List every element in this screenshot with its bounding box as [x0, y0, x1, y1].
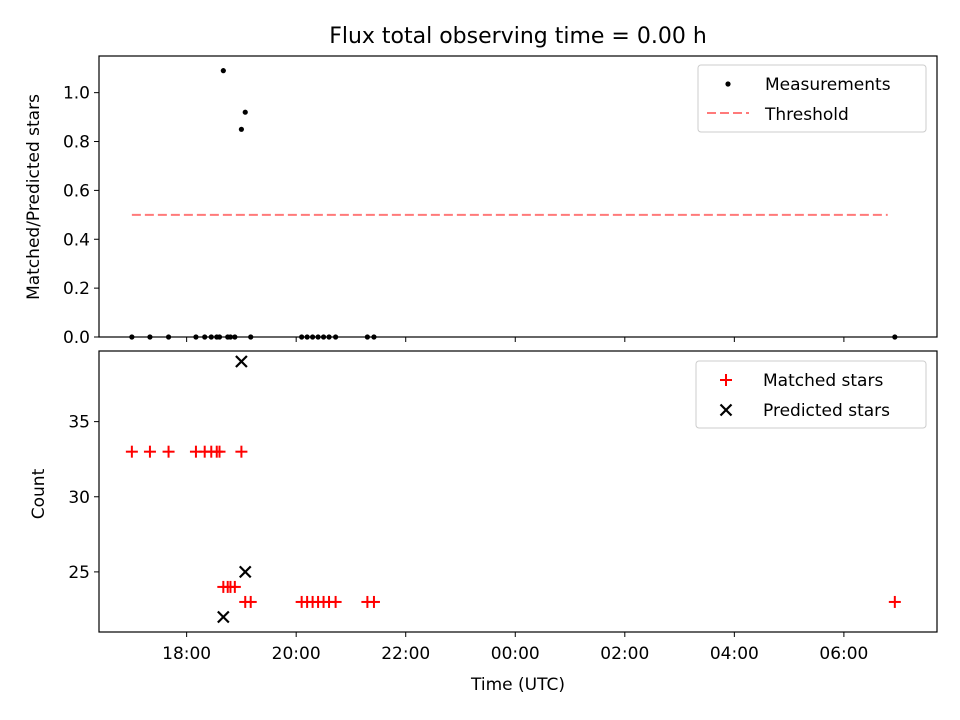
bottom-axes-frame [98, 350, 938, 633]
chart-title: Flux total observing time = 0.00 h [329, 24, 707, 49]
matched-star-point [235, 445, 248, 458]
bottom-panel: 25 30 35 18:00 20:00 22:00 00:00 02:00 04:00 06:… [29, 350, 938, 695]
top-y-tick-label: 0.6 [63, 181, 90, 201]
x-tick-label: 20:00 [272, 644, 321, 664]
matched-star-point [213, 445, 226, 458]
legend-predicted-marker [719, 403, 733, 417]
top-y-tick-label: 0.4 [63, 230, 90, 250]
matched-star-point [125, 445, 138, 458]
bottom-y-ticks: 25 30 35 [68, 413, 99, 583]
top-y-tick-label: 0.8 [63, 133, 90, 153]
x-tick-label: 04:00 [710, 644, 759, 664]
x-axis-label: Time (UTC) [470, 675, 565, 695]
matched-star-point [162, 445, 175, 458]
bottom-legend: Matched stars Predicted stars [695, 360, 927, 429]
top-y-ticks: 0.0 0.2 0.4 0.6 0.8 1.0 [63, 84, 99, 348]
x-tick-label: 18:00 [162, 644, 211, 664]
predicted-star-point [238, 565, 252, 579]
legend-predicted-label: Predicted stars [763, 401, 890, 421]
matched-star-point [367, 595, 380, 608]
predicted-star-point [217, 610, 230, 624]
bottom-y-axis-label: Count [29, 468, 49, 519]
top-legend-box [697, 64, 927, 133]
measurement-point [238, 126, 245, 132]
top-y-tick-label: 1.0 [63, 84, 90, 104]
measurement-point [242, 109, 248, 115]
legend-cross-glyph [719, 403, 733, 417]
bottom-legend-box [695, 360, 927, 429]
matched-star-point [228, 580, 241, 593]
legend-matched-marker [720, 374, 732, 386]
bottom-y-tick-label: 30 [68, 488, 90, 508]
top-y-axis-label: Matched/Predicted stars [24, 94, 44, 300]
bottom-y-tick-label: 25 [68, 563, 90, 583]
predicted-star-point [235, 355, 248, 368]
x-tick-label: 22:00 [381, 644, 430, 664]
matched-star-point [888, 595, 901, 608]
top-x-ticks [186, 337, 845, 342]
top-panel: 0.0 0.2 0.4 0.6 0.8 1.0 Matched/Predicted sta… [24, 55, 938, 348]
x-tick-label: 00:00 [491, 644, 540, 664]
bottom-y-tick-label: 35 [68, 413, 90, 433]
legend-matched-label: Matched stars [763, 371, 883, 391]
x-tick-label: 02:00 [600, 644, 649, 664]
legend-measurements-label: Measurements [765, 75, 891, 95]
bottom-x-ticks: 18:00 20:00 22:00 00:00 02:00 04:00 06:00 [162, 632, 868, 664]
legend-threshold-label: Threshold [764, 105, 849, 125]
matched-star-point [329, 595, 342, 608]
legend-measurements-marker [725, 81, 731, 87]
top-axes-frame [98, 55, 938, 338]
legend-plus-glyph [720, 374, 732, 386]
matched-star-point [244, 595, 257, 608]
top-legend: Measurements Threshold [697, 64, 927, 133]
bottom-data-marks [125, 355, 901, 624]
top-y-tick-label: 0.2 [63, 279, 90, 299]
top-y-tick-label: 0.0 [63, 328, 90, 348]
x-tick-label: 06:00 [819, 644, 868, 664]
top-data-marks [129, 68, 898, 340]
measurement-point [220, 68, 226, 74]
matched-star-point [143, 445, 156, 458]
